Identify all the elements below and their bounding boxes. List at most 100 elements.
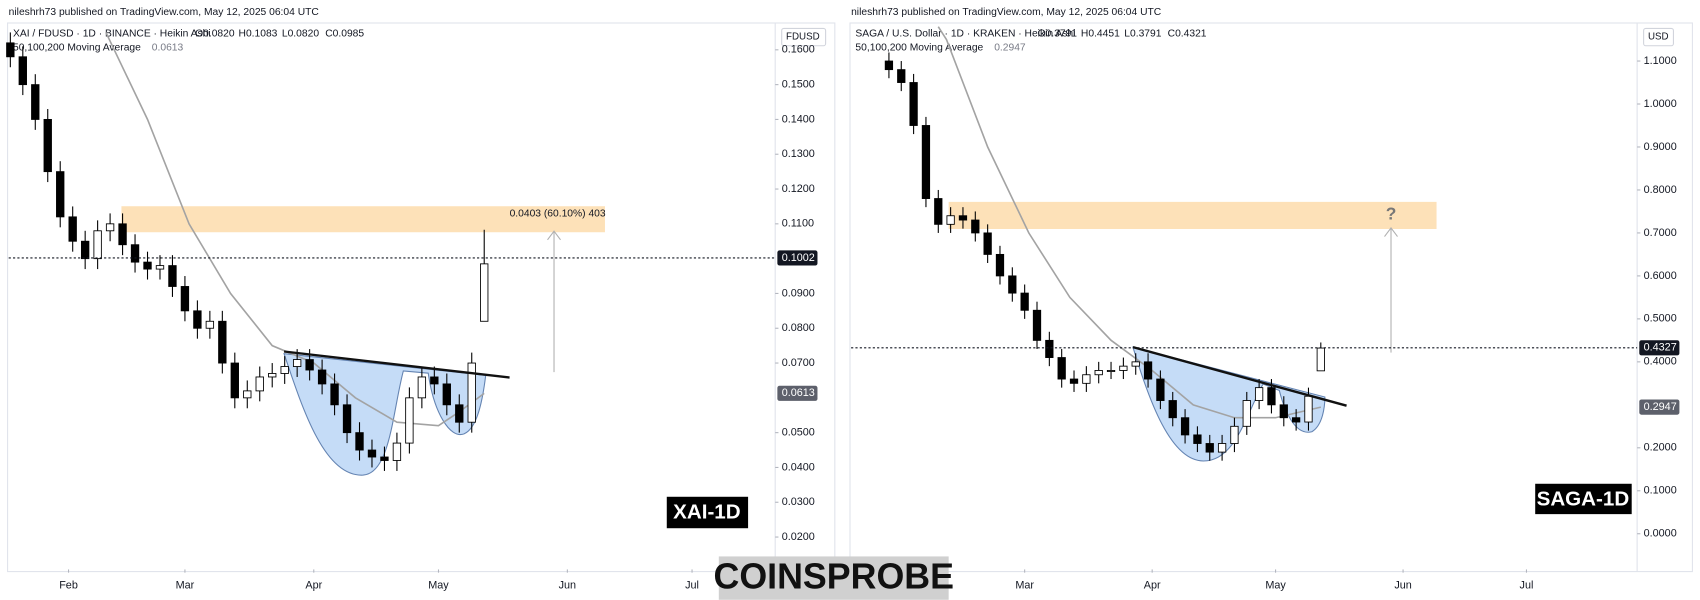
candle-body <box>168 265 177 287</box>
watermark: SAGA-1D <box>1537 487 1630 510</box>
candle-body <box>392 442 402 461</box>
indicator-name: 50,100,200 Moving Average <box>13 43 141 54</box>
currency-box <box>781 27 827 47</box>
panel-frame <box>849 22 1693 573</box>
candle-body <box>31 84 40 120</box>
candle-body <box>934 198 943 225</box>
y-tick-label: 0.1400 <box>782 113 815 125</box>
candle-body <box>118 223 127 246</box>
x-tick-label: Apr <box>1144 580 1161 592</box>
x-tick-label: Mar <box>1015 580 1034 592</box>
ohlc-value: C0.4321 <box>1168 29 1207 40</box>
y-tick-label: 0.0800 <box>782 322 815 334</box>
last-price-label: 0.4327 <box>1644 342 1677 354</box>
candle-body <box>430 376 439 385</box>
candle-body <box>971 219 980 234</box>
candle-body <box>255 376 264 392</box>
y-tick-label: 0.0700 <box>782 357 815 369</box>
candle-body <box>1094 370 1103 376</box>
brand: COINSPROBE <box>714 557 954 597</box>
candle-body <box>143 261 152 270</box>
candle-body <box>946 215 955 225</box>
watermark: XAI-1D <box>673 500 740 523</box>
candle-body <box>1304 395 1313 423</box>
candle-body <box>1242 400 1251 427</box>
candle-body <box>442 383 451 406</box>
chart-layer: nileshrh73 published on TradingView.com,… <box>6 7 1680 592</box>
indicator-value: 0.0613 <box>152 43 184 54</box>
ohlc-value: H0.4451 <box>1081 29 1120 40</box>
candle-body <box>1045 339 1054 358</box>
candle-body <box>280 366 289 374</box>
candle-body <box>983 232 992 255</box>
candle-body <box>884 60 894 71</box>
y-tick-label: 0.2000 <box>1644 442 1677 454</box>
y-tick-label: 0.0400 <box>782 461 815 473</box>
candle-body <box>1267 387 1276 406</box>
candle-body <box>897 69 906 83</box>
currency: FDUSD <box>786 32 820 43</box>
watermark-box <box>666 496 749 529</box>
target-zone <box>948 201 1437 229</box>
ohlc-value: L0.3791 <box>1124 29 1161 40</box>
y-tick-label: 0.1100 <box>782 218 814 230</box>
candle-body <box>56 171 65 218</box>
published-line: nileshrh73 published on TradingView.com,… <box>9 7 320 18</box>
symbol-line: SAGA / U.S. Dollar · 1D · KRAKEN · Heiki… <box>855 29 1075 40</box>
ohlc-value: L0.0820 <box>282 29 319 40</box>
y-tick-label: 0.6000 <box>1644 270 1677 282</box>
candle-body <box>205 320 215 329</box>
candle-body <box>1279 404 1288 419</box>
x-tick-label: Mar <box>176 580 195 592</box>
candle-body <box>1032 309 1042 341</box>
candle-body <box>1156 378 1165 401</box>
y-tick-label: 0.8000 <box>1644 184 1677 196</box>
candle-body <box>995 253 1005 277</box>
last-price-label: 0.1002 <box>782 252 815 264</box>
neckline <box>283 350 510 379</box>
ma-price-label: 0.2947 <box>1644 401 1677 413</box>
currency: USD <box>1648 32 1669 43</box>
candle-body <box>1205 443 1214 453</box>
brand-box <box>718 556 949 600</box>
y-tick-label: 1.0000 <box>1644 98 1677 110</box>
indicator-name: 50,100,200 Moving Average <box>855 43 983 54</box>
candle-body <box>155 265 165 270</box>
x-tick-label: Feb <box>59 580 78 592</box>
candle-body <box>342 404 352 434</box>
candle-body <box>18 56 27 86</box>
candle-body <box>305 359 314 371</box>
x-tick-label: Jul <box>685 580 699 592</box>
candle-body <box>43 118 52 173</box>
candle-body <box>1316 347 1325 372</box>
candle-body <box>1008 275 1017 294</box>
candle-body <box>958 215 968 221</box>
ohlc-value: O0.3791 <box>1038 29 1078 40</box>
candle-body <box>355 432 364 451</box>
candle-body <box>367 449 377 458</box>
indicator-value: 0.2947 <box>994 43 1026 54</box>
y-tick-label: 1.1000 <box>1644 55 1677 67</box>
x-tick-label: May <box>428 580 449 592</box>
candle-body <box>1069 378 1079 384</box>
candle-body <box>1254 387 1264 401</box>
candle-body <box>1057 357 1066 380</box>
ma-price-box <box>777 385 818 401</box>
candle-body <box>1131 361 1140 367</box>
candle-body <box>455 404 464 423</box>
ma-price-label: 0.0613 <box>782 387 815 399</box>
x-tick-label: Apr <box>305 580 322 592</box>
candle-body <box>330 383 339 406</box>
candle-body <box>68 216 77 242</box>
last-price-box <box>1639 340 1680 356</box>
x-tick-label: Jul <box>1520 580 1534 592</box>
candle-body <box>105 223 115 232</box>
candle-body <box>1143 361 1153 380</box>
candle-body <box>1168 400 1177 419</box>
candle-body <box>6 42 15 58</box>
candle-body <box>130 244 140 263</box>
candle-body <box>405 397 414 444</box>
panel-frame <box>7 22 836 573</box>
